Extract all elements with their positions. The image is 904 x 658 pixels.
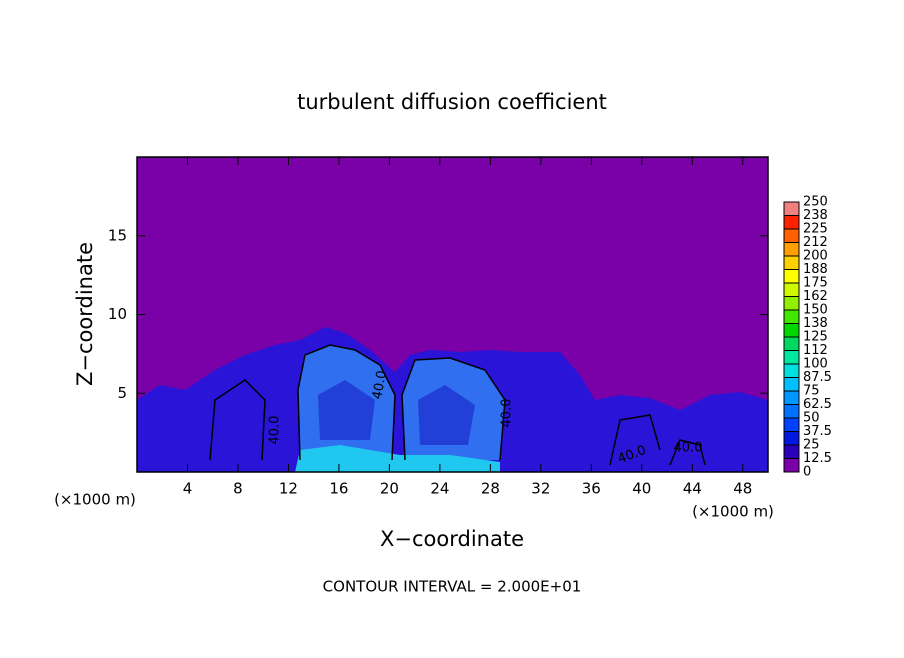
chart-title: turbulent diffusion coefficient xyxy=(297,90,607,114)
x-tick-label: 20 xyxy=(380,480,399,498)
colorbar-band xyxy=(784,337,799,351)
y-tick-label: 5 xyxy=(117,384,127,402)
y-tick-label: 15 xyxy=(108,226,127,244)
colorbar-band xyxy=(784,269,799,283)
colorbar-label: 238 xyxy=(803,208,828,223)
colorbar-band xyxy=(784,323,799,337)
colorbar-label: 75 xyxy=(803,384,820,399)
colorbar-band xyxy=(784,256,799,270)
colorbar-band xyxy=(784,229,799,243)
contour-line xyxy=(209,344,706,466)
colorbar-label: 188 xyxy=(803,262,828,277)
footer: CONTOUR INTERVAL = 2.000E+01 xyxy=(323,578,582,596)
contour-label: 40.0 xyxy=(674,441,703,456)
colorbar-label: 125 xyxy=(803,330,828,345)
colorbar-label: 225 xyxy=(803,222,828,237)
colorbar-band xyxy=(784,458,799,472)
colorbar-label: 200 xyxy=(803,249,828,264)
colorbar-label: 112 xyxy=(803,343,828,358)
colorbar-label: 87.5 xyxy=(803,370,832,385)
colorbar-band xyxy=(784,296,799,310)
x-tick-label: 40 xyxy=(632,480,651,498)
field xyxy=(137,157,768,472)
colorbar-label: 212 xyxy=(803,235,828,250)
colorbar-label: 150 xyxy=(803,303,828,318)
x-tick-label: 44 xyxy=(683,480,702,498)
colorbar-label: 25 xyxy=(803,438,820,453)
x-unit-label: (×1000 m) xyxy=(692,503,774,521)
colorbar-band xyxy=(784,202,799,216)
colorbar-band xyxy=(784,242,799,256)
colorbar-band xyxy=(784,215,799,229)
colorbar-label: 250 xyxy=(803,195,828,210)
colorbar-label: 37.5 xyxy=(803,424,832,439)
colorbar-label: 0 xyxy=(803,465,811,480)
contour-label: 40.0 xyxy=(370,369,390,400)
colorbar-band xyxy=(784,364,799,378)
colorbar-band xyxy=(784,391,799,405)
field-region xyxy=(418,385,475,445)
colorbar-label: 50 xyxy=(803,411,820,426)
x-tick-label: 24 xyxy=(430,480,449,498)
x-tick-label: 4 xyxy=(183,480,193,498)
colorbar-label: 138 xyxy=(803,316,828,331)
colorbar-band xyxy=(784,377,799,391)
x-tick-label: 48 xyxy=(733,480,752,498)
x-tick-label: 36 xyxy=(582,480,601,498)
field-region xyxy=(318,380,375,440)
y-axis-title: Z−coordinate xyxy=(73,242,97,386)
x-unit-label: (×1000 m) xyxy=(54,491,136,509)
field-region xyxy=(295,445,500,472)
contour-label: 40.0 xyxy=(268,416,283,445)
colorbar-label: 162 xyxy=(803,289,828,304)
colorbar-band xyxy=(784,445,799,459)
colorbar-label: 12.5 xyxy=(803,451,832,466)
colorbar-band xyxy=(784,404,799,418)
x-tick-label: 32 xyxy=(531,480,550,498)
colorbar-label: 175 xyxy=(803,276,828,291)
x-axis-title: X−coordinate xyxy=(380,527,524,551)
colorbar-band xyxy=(784,310,799,324)
x-tick-label: 28 xyxy=(481,480,500,498)
colorbar-band xyxy=(784,418,799,432)
x-tick-label: 16 xyxy=(329,480,348,498)
contour-label: 40.0 xyxy=(500,399,515,428)
y-tick-label: 10 xyxy=(108,305,127,323)
colorbar-label: 62.5 xyxy=(803,397,832,412)
x-tick-label: 12 xyxy=(279,480,298,498)
colorbar-band xyxy=(784,431,799,445)
x-tick-label: 8 xyxy=(233,480,243,498)
colorbar-label: 100 xyxy=(803,357,828,372)
colorbar-band xyxy=(784,350,799,364)
colorbar-band xyxy=(784,283,799,297)
